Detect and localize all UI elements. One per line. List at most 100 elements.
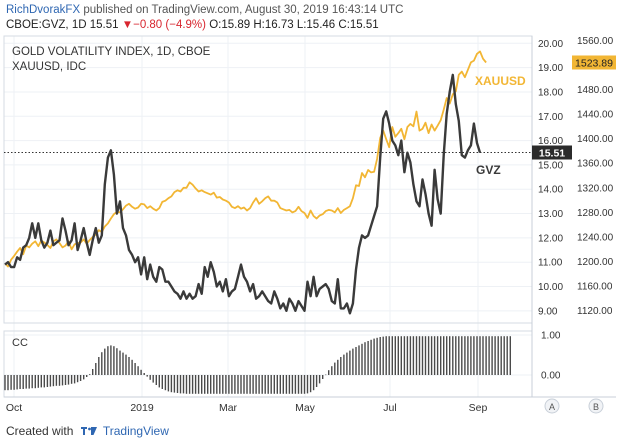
- cc-bar: [140, 369, 142, 375]
- cc-bar: [143, 373, 145, 375]
- xauusd-last-badge: 1523.89: [572, 55, 616, 70]
- cc-bar: [49, 375, 52, 387]
- cc-bar: [13, 375, 15, 390]
- chart-area[interactable]: GOLD VOLATILITY INDEX, 1D, CBOE XAUUSD, …: [0, 0, 624, 420]
- cc-bar: [279, 375, 281, 394]
- cc-bar: [424, 336, 427, 375]
- close-value: C:15.51: [338, 19, 379, 31]
- cc-histogram[interactable]: [4, 336, 511, 394]
- cc-bar: [479, 336, 481, 375]
- auto-scale-button[interactable]: A: [544, 398, 560, 414]
- author-link[interactable]: RichDvorakFX: [6, 4, 81, 16]
- cc-bar: [349, 350, 351, 375]
- percent-scale-icon: B: [593, 402, 599, 412]
- cc-bar: [34, 375, 36, 389]
- cc-bar: [158, 375, 160, 388]
- xauusd-tick-label: 1160.00: [577, 282, 613, 293]
- cc-bar: [467, 336, 469, 375]
- cc-bar: [146, 375, 148, 377]
- cc-bar: [43, 375, 45, 388]
- footer: Created with TradingView: [6, 424, 169, 438]
- cc-bar: [443, 336, 445, 375]
- cc-bar: [312, 375, 315, 391]
- percent-scale-button[interactable]: B: [588, 398, 604, 414]
- cc-bar: [261, 375, 263, 394]
- cc-bar: [433, 336, 436, 375]
- cc-bar: [213, 375, 215, 394]
- cc-axis[interactable]: 0.00 1.00: [541, 331, 561, 382]
- cc-bar: [322, 375, 324, 379]
- cc-bar: [83, 375, 85, 380]
- time-axis[interactable]: Oct 2019 Mar May Jul Sep: [6, 402, 488, 414]
- tradingview-link[interactable]: TradingView: [102, 424, 169, 438]
- cc-bar: [73, 375, 76, 384]
- cc-bar: [273, 375, 275, 394]
- cc-bar: [58, 375, 61, 386]
- cc-bar: [470, 336, 472, 375]
- cc-bar: [197, 375, 200, 394]
- cc-bar: [122, 352, 124, 375]
- cc-bar: [79, 375, 82, 381]
- cc-bar: [288, 375, 291, 394]
- cc-bar: [276, 375, 278, 394]
- tradingview-logo-icon: [80, 426, 97, 435]
- cc-bar: [25, 375, 27, 389]
- cc-bar: [325, 374, 327, 376]
- gvz-price-axis[interactable]: 9.0010.0011.0012.0013.0014.0015.0016.001…: [538, 39, 563, 318]
- cc-bar: [491, 336, 493, 375]
- cc-bar: [334, 362, 336, 375]
- gvz-tick-label: 13.00: [538, 209, 563, 220]
- cc-bar: [219, 375, 221, 394]
- cc-bar: [385, 336, 387, 375]
- cc-bar: [225, 375, 227, 394]
- published-text: published on TradingView.com, August 30,…: [83, 4, 404, 16]
- cc-bar: [201, 375, 203, 394]
- xauusd-tick-label: 1400.00: [577, 134, 614, 145]
- cc-bar: [370, 339, 372, 375]
- cc-bar: [400, 336, 402, 375]
- cc-bar: [161, 375, 163, 389]
- gvz-tick-label: 15.00: [538, 160, 563, 171]
- cc-bar: [101, 352, 103, 375]
- legend-gvz: GOLD VOLATILITY INDEX, 1D, CBOE: [12, 46, 211, 58]
- cc-bar: [86, 375, 88, 377]
- cc-bar: [234, 375, 236, 394]
- cc-bar: [22, 375, 24, 389]
- cc-bar: [164, 375, 167, 391]
- cc-bar: [67, 375, 70, 385]
- cc-bar: [46, 375, 49, 387]
- cc-bar: [391, 336, 393, 375]
- cc-bar: [222, 375, 224, 394]
- cc-bar: [116, 348, 118, 375]
- cc-bar: [285, 375, 288, 394]
- down-arrow-icon: ▼: [121, 19, 134, 31]
- cc-bar: [343, 354, 345, 375]
- cc-bar: [367, 341, 369, 375]
- cc-bar: [210, 375, 212, 394]
- xauusd-line[interactable]: [4, 50, 487, 268]
- legend-xauusd: XAUUSD, IDC: [12, 61, 86, 73]
- cc-bar: [119, 350, 121, 375]
- cc-bar: [4, 375, 6, 391]
- cc-bar: [89, 374, 91, 375]
- gvz-tick-label: 20.00: [538, 39, 563, 50]
- cc-bar: [19, 375, 21, 389]
- gvz-line[interactable]: [4, 73, 482, 315]
- cc-bar: [364, 342, 366, 375]
- cc-bar: [249, 375, 251, 394]
- gvz-series-label: GVZ: [476, 163, 501, 177]
- cc-bar: [270, 375, 272, 394]
- xauusd-tick-label: 1440.00: [577, 110, 614, 121]
- xauusd-price-axis[interactable]: 1120.00 1160.00 1200.00 1240.00 1280.00 1320.…: [577, 36, 614, 317]
- cc-bar: [76, 375, 79, 383]
- cc-bar: [509, 336, 511, 375]
- cc-bar: [297, 375, 300, 394]
- cc-bar: [267, 375, 269, 394]
- cc-bar: [340, 357, 342, 375]
- xauusd-tick-label: 1560.00: [577, 36, 614, 47]
- cc-bar: [64, 375, 67, 385]
- cc-bar: [258, 375, 260, 394]
- cc-bar: [28, 375, 30, 389]
- cc-bar: [40, 375, 42, 388]
- cc-bar: [503, 336, 505, 375]
